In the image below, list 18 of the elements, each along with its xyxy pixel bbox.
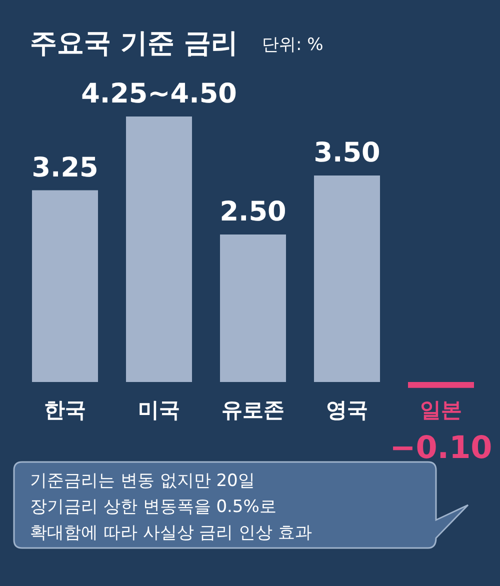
bar	[314, 176, 380, 382]
bar	[408, 382, 474, 388]
x-tick-label: 영국	[326, 398, 368, 422]
bar	[220, 234, 286, 382]
chart-title: 주요국 기준 금리	[30, 28, 238, 59]
chart-subtitle: 단위: %	[262, 35, 324, 55]
data-label: 2.50	[220, 196, 286, 228]
data-label: 4.25~4.50	[81, 78, 237, 110]
x-tick-label: 일본	[420, 398, 462, 422]
x-tick-label: 한국	[44, 398, 86, 422]
bar	[32, 190, 98, 382]
text: 기준금리는 변동 없지만 20일 장기금리 상한 변동폭을 0.5%로 확대함에 따라 사실상 금리 인상 효과	[30, 471, 312, 543]
x-tick-label: 유로존	[222, 398, 284, 422]
x-tick-label: 미국	[138, 398, 180, 422]
data-label: 3.50	[314, 138, 380, 168]
bar	[126, 116, 192, 382]
data-label: 3.25	[32, 152, 98, 184]
data-label: −0.10	[390, 430, 492, 466]
